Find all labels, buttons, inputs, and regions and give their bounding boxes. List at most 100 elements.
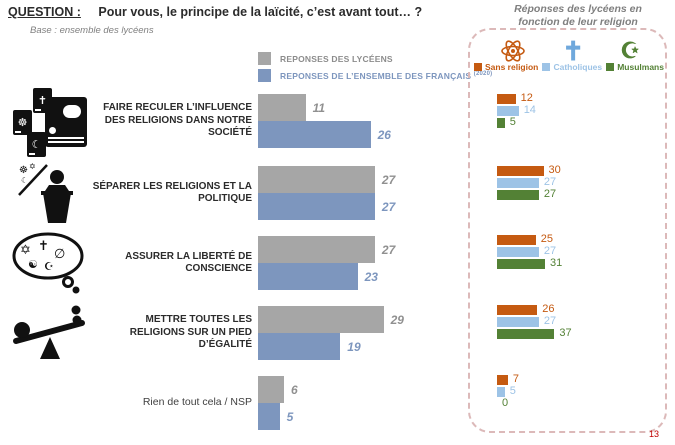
bar-francais [258,193,375,220]
svg-text:☾: ☾ [21,176,28,185]
religion-bars-group: 25 27 31 [497,234,562,270]
svg-text:✡: ✡ [20,242,31,257]
value-lyceens: 11 [312,100,326,115]
chart-row: ✝ ☸ ☾ FAIRE RECULER L’INFLUENCE DES RELI… [0,88,466,157]
crescent-book-icon: ☾ [27,132,46,157]
chart-row: METTRE TOUTES LES RELIGIONS SUR UN PIED … [0,300,466,366]
bar-lyceens [258,376,284,403]
bar-pair: 6 5 [258,376,298,430]
bar-francais [258,403,280,430]
legend-row-lyceens: REPONSES DES LYCÉENS [258,52,492,65]
bar-musulmans [497,328,555,339]
big-book-icon [45,97,87,147]
value-francais: 19 [347,339,361,354]
bar-pair: 11 26 [258,94,391,148]
bar-catholiques [497,316,539,327]
value-lyceens: 27 [381,242,396,257]
legend-swatch-sans-religion [474,63,482,71]
base-note: Base : ensemble des lycéens [30,25,154,36]
religion-bars-group: 30 27 27 [497,165,561,201]
legend-item-sans-religion: Sans religion [474,62,538,72]
value-francais: 23 [364,269,378,284]
svg-text:☸: ☸ [19,165,28,176]
category-label: Rien de tout cela / NSP [142,396,252,409]
bar-catholiques [497,105,519,116]
bar-catholiques [497,386,505,397]
bar-pair: 27 27 [258,166,395,220]
podium-speaker-icon: ☸ ✡ ☾ [6,160,94,226]
value-francais: 27 [381,199,396,214]
chart-row: ☸ ✡ ☾ SÉPARER LES RELIGIONS ET LA POLITI… [0,160,466,226]
svg-text:✝: ✝ [38,238,49,253]
value-francais: 5 [286,409,294,424]
value-sans-religion: 7 [512,373,519,385]
bar-lyceens [258,236,375,263]
category-label: SÉPARER LES RELIGIONS ET LA POLITIQUE [92,180,252,205]
main-legend: REPONSES DES LYCÉENS REPONSES DE L’ENSEM… [258,52,492,86]
legend-swatch-lyceens [258,52,271,65]
value-catholiques: 5 [509,385,516,397]
value-francais: 26 [377,127,391,142]
chart-row: ✡ ✝ ∅ ☯ ☪ ASSURER LA LIBERTÉ DE CONSCIEN… [0,230,466,296]
category-label: FAIRE RECULER L’INFLUENCE DES RELIGIONS … [103,102,252,139]
legend-item-catholiques: Catholiques [542,62,602,72]
svg-text:☯: ☯ [28,259,38,271]
question-label: QUESTION : [8,5,81,19]
thought-bubble-religions-icon: ✡ ✝ ∅ ☯ ☪ [6,230,94,296]
bar-sans-religion [497,374,508,385]
bar-musulmans [497,258,546,269]
bar-sans-religion [497,93,516,104]
religion-panel-title: Réponses des lycéens en fonction de leur… [514,3,642,29]
value-musulmans: 37 [559,327,572,339]
bar-musulmans [497,117,505,128]
cross-icon: ✝ [562,36,585,66]
religion-panel [468,28,667,433]
bar-catholiques [497,177,539,188]
crescent-icon: ☪ [620,38,640,63]
value-catholiques: 27 [543,176,557,188]
category-label: ASSURER LA LIBERTÉ DE CONSCIENCE [125,250,252,275]
value-musulmans: 5 [509,116,516,128]
religion-bars-group: 7 5 0 [497,374,519,410]
value-sans-religion: 26 [542,303,555,315]
legend-row-francais: REPONSES DE L’ENSEMBLE DES FRANÇAIS (202… [258,69,492,82]
value-sans-religion: 25 [540,233,553,245]
bar-sans-religion [497,165,544,176]
bar-lyceens [258,94,306,121]
atom-icon [501,40,525,62]
religious-books-icon: ✝ ☸ ☾ [6,88,94,157]
bar-catholiques [497,246,539,257]
value-lyceens: 27 [381,172,396,187]
bar-lyceens [258,166,375,193]
value-musulmans: 0 [502,397,509,409]
value-lyceens: 6 [290,382,298,397]
bar-francais [258,263,358,290]
svg-text:☪: ☪ [44,261,54,273]
bar-francais [258,333,341,360]
legend-swatch-musulmans [606,63,615,71]
question-title: Pour vous, le principe de la laïcité, c’… [98,5,423,19]
value-musulmans: 27 [543,188,557,200]
legend-swatch-catholiques [542,63,551,71]
page-number: 13 [648,429,659,439]
value-catholiques: 27 [543,245,557,257]
bar-sans-religion [497,234,536,245]
religion-bars-group: 26 27 37 [497,304,572,340]
legend-label-francais: REPONSES DE L’ENSEMBLE DES FRANÇAIS (202… [280,70,493,81]
value-catholiques: 14 [523,104,536,116]
bar-sans-religion [497,304,538,315]
bar-musulmans [497,189,539,200]
category-label: METTRE TOUTES LES RELIGIONS SUR UN PIED … [129,314,252,351]
balance-scale-icon [6,300,94,366]
wheel-book-icon: ☸ [13,110,32,135]
value-sans-religion: 30 [548,164,561,176]
bar-lyceens [258,306,384,333]
value-musulmans: 31 [550,257,563,269]
svg-text:∅: ∅ [54,246,65,261]
value-sans-religion: 12 [520,92,533,104]
value-lyceens: 29 [390,312,404,327]
svg-text:✡: ✡ [29,162,36,171]
religion-icons-row: ✝ ☪ [482,38,658,64]
religion-legend: Sans religion Catholiques Musulmans [474,62,664,72]
